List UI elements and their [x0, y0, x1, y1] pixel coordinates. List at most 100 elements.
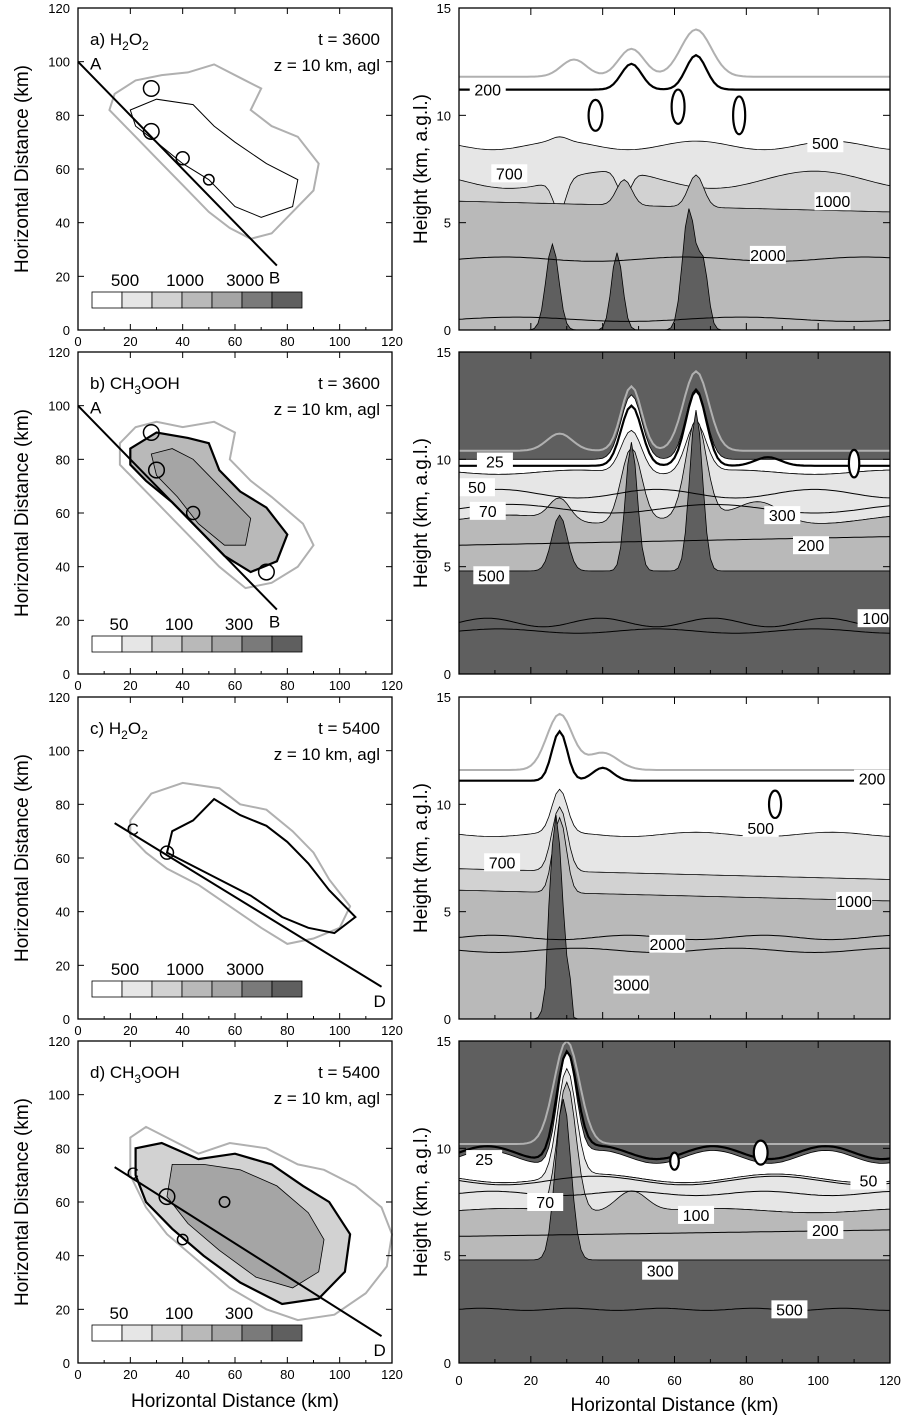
x-tick-label: 20 — [123, 678, 137, 693]
contour-label-bg — [850, 1171, 887, 1190]
contour-label: 200 — [812, 1223, 839, 1240]
contour-label-bg — [807, 1220, 844, 1239]
contour-blob — [847, 448, 861, 479]
concentration-band — [459, 174, 890, 330]
contour-label: 200 — [798, 538, 825, 555]
legend-swatch — [121, 291, 153, 309]
y-tick-label: 15 — [437, 1, 451, 16]
y-tick-label: 60 — [56, 851, 70, 866]
x-tick-label: 100 — [807, 1373, 829, 1388]
legend-label: 100 — [165, 615, 193, 634]
concentration-region — [166, 1164, 325, 1289]
y-tick-label: 120 — [48, 1034, 70, 1049]
contour-line — [129, 98, 299, 218]
y-tick-label: 60 — [56, 1195, 70, 1210]
legend-swatch — [211, 1324, 243, 1342]
contour-line — [459, 503, 890, 514]
x-tick-label: 0 — [74, 678, 81, 693]
legend-swatch — [181, 291, 213, 309]
section-line — [114, 822, 383, 988]
plot-area — [78, 697, 392, 1019]
x-tick-label: 60 — [667, 1373, 681, 1388]
contour-label-bg — [771, 1300, 808, 1319]
legend-label: 100 — [165, 1304, 193, 1323]
cloud-outline — [459, 712, 890, 771]
legend-swatch — [181, 635, 213, 653]
contour-label: 1000 — [815, 194, 851, 211]
legend-swatch — [91, 1324, 123, 1342]
contour-label-bg — [649, 934, 686, 953]
contour-label-bg — [484, 853, 521, 872]
contour-label-bg — [491, 164, 528, 183]
height-label: z = 10 km, agl — [274, 1089, 380, 1108]
contour-blob — [185, 505, 201, 521]
contour-label-bg — [613, 975, 650, 994]
x-tick-label: 80 — [280, 334, 294, 349]
legend-swatch — [211, 980, 243, 998]
y-axis-label: Horizontal Distance (km) — [12, 1098, 33, 1306]
x-tick-label: 80 — [280, 678, 294, 693]
x-tick-label: 60 — [228, 334, 242, 349]
y-tick-label: 0 — [63, 323, 70, 338]
y-tick-label: 40 — [56, 1249, 70, 1264]
time-label: t = 5400 — [318, 719, 380, 738]
panel-title-part: d) CH — [90, 1063, 134, 1082]
contour-label-bg — [742, 818, 779, 837]
section-start-label: A — [90, 399, 102, 418]
contour-label: 200 — [859, 772, 886, 789]
contour-label: 70 — [536, 1195, 554, 1212]
legend-swatch — [241, 635, 273, 653]
x-axis-label: Horizontal Distance (km) — [571, 1395, 779, 1416]
contour-label-bg — [807, 134, 844, 153]
y-tick-label: 20 — [56, 613, 70, 628]
cloud-outline — [129, 1125, 394, 1322]
contour-label-bg — [476, 452, 513, 471]
panel-title-part: O — [128, 719, 141, 738]
contour-label: 500 — [747, 821, 774, 838]
legend-swatch — [241, 980, 273, 998]
legend-swatch — [121, 1324, 153, 1342]
x-tick-label: 100 — [329, 1367, 351, 1382]
legend-swatch — [91, 635, 123, 653]
contour-label: 25 — [475, 1152, 493, 1169]
panel-title-part: O — [129, 30, 142, 49]
contour-label-bg — [678, 1205, 715, 1224]
panel-title: c) H2O2 — [90, 719, 148, 742]
legend-swatch — [241, 1324, 273, 1342]
section-start-label: C — [127, 1164, 139, 1183]
x-tick-label: 100 — [329, 1023, 351, 1038]
contour-line — [459, 729, 890, 782]
contour-line — [459, 316, 890, 322]
y-tick-label: 15 — [437, 1034, 451, 1049]
y-tick-label: 80 — [56, 452, 70, 467]
y-tick-label: 100 — [48, 399, 70, 414]
section-line — [77, 404, 278, 611]
concentration-band — [459, 1098, 890, 1363]
legend-label: 500 — [111, 271, 139, 290]
x-tick-label: 80 — [739, 1373, 753, 1388]
panel-title-part: b) CH — [90, 374, 134, 393]
x-tick-label: 60 — [228, 1023, 242, 1038]
x-tick-label: 80 — [280, 1023, 294, 1038]
x-tick-label: 20 — [123, 1023, 137, 1038]
contour-blob — [142, 122, 160, 140]
y-axis-label: Height (km, a.g.l.) — [411, 94, 432, 244]
right-panel-d: 25 50 70 100 200 300 500 0 20 40 60 80 100 120 0 5 10 15 H… — [411, 1034, 901, 1416]
y-axis-label: Height (km, a.g.l.) — [411, 438, 432, 588]
legend-swatch — [271, 1324, 303, 1342]
contour-blob — [670, 88, 686, 126]
contour-label: 200 — [474, 83, 501, 100]
x-tick-label: 120 — [381, 1023, 403, 1038]
legend-label: 1000 — [166, 271, 204, 290]
y-tick-label: 100 — [48, 1088, 70, 1103]
legend-label: 300 — [225, 615, 253, 634]
contour-blob — [752, 1139, 769, 1166]
legend-swatch — [91, 291, 123, 309]
y-tick-label: 20 — [56, 958, 70, 973]
x-tick-label: 40 — [175, 1367, 189, 1382]
panel-title: b) CH3OOH — [90, 374, 180, 397]
